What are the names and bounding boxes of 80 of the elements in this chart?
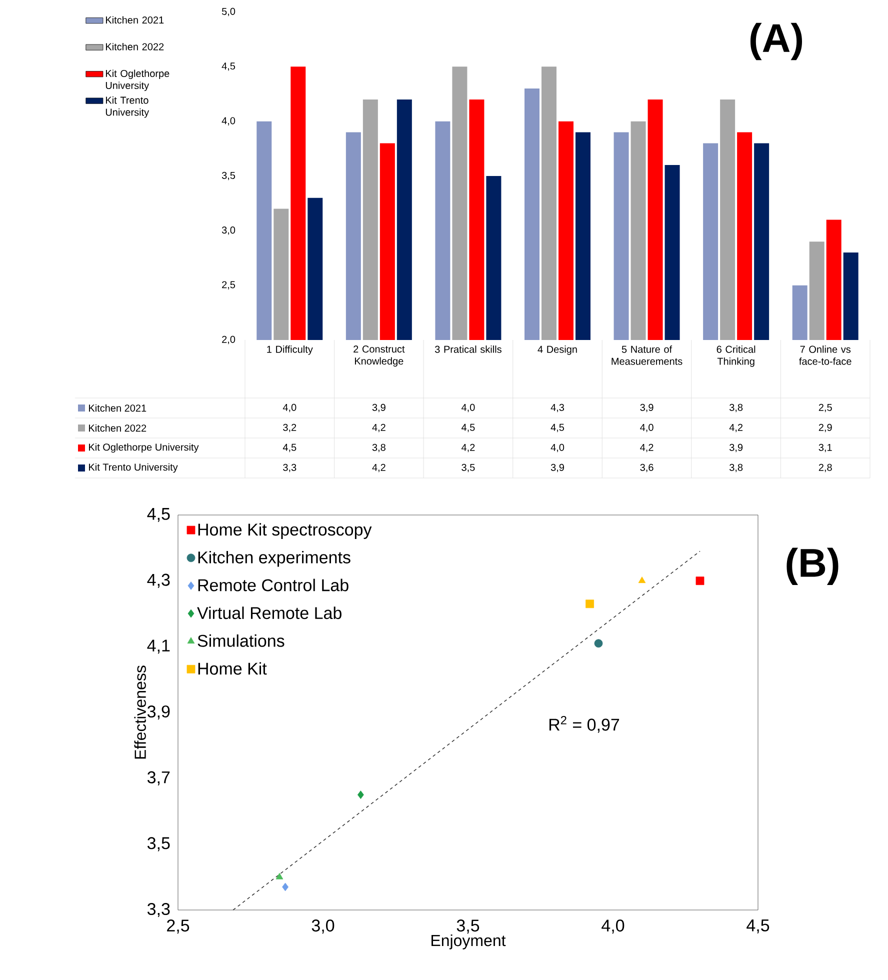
x-tick-label: 4,5: [746, 920, 770, 934]
legend-label: Kit Trento University: [106, 96, 150, 118]
x-tick-label: 1 Difficulty: [267, 346, 313, 355]
data-label: 3,9: [640, 404, 654, 412]
point: [358, 790, 364, 799]
legend-label: Kitchen experiments: [198, 550, 350, 567]
data-label: 3,8: [372, 444, 386, 452]
x-tick-label: 3,0: [312, 920, 334, 934]
text: Kit Oglethorpe University: [89, 443, 199, 453]
data-label: 4,0: [282, 404, 296, 412]
point: [282, 882, 288, 892]
data-label: 3,5: [462, 464, 475, 472]
text: (B): [786, 548, 838, 585]
x-tick-label: 2 Construct Knowledge: [354, 346, 405, 367]
annotation: R$^{2}$ = 0,97: [549, 716, 620, 733]
legend-label: Remote Control Lab: [198, 578, 348, 592]
y-axis-title: Effectiveness: [134, 666, 146, 759]
y-tick-label: 4,0: [222, 117, 236, 126]
point: [594, 639, 603, 648]
x-tick-label: 5 Nature of Measuerements: [612, 346, 682, 365]
data-label: 4,2: [372, 464, 386, 472]
text: Kitchen 2022: [89, 424, 146, 432]
y-tick-label: 5,0: [222, 8, 236, 16]
point: [586, 600, 594, 608]
x-tick-label: 3 Pratical skills: [434, 346, 502, 353]
x-tick-label: 2,5: [167, 920, 190, 934]
data-label: 3,8: [729, 464, 743, 472]
y-tick-label: 4,3: [147, 574, 170, 588]
y-tick-label: 3,3: [147, 902, 170, 918]
data-label: 2,5: [818, 404, 832, 412]
y-tick-label: 4,5: [222, 62, 236, 71]
data-label: 4,0: [640, 424, 654, 432]
data-label: 3,3: [283, 464, 296, 472]
data-label: 4,5: [282, 444, 296, 452]
legend-label: Virtual Remote Lab: [197, 606, 342, 620]
text: Kitchen 2021: [89, 404, 146, 412]
data-label: 3,9: [550, 464, 564, 472]
point: [638, 576, 646, 584]
y-tick-label: 3,5: [222, 172, 236, 180]
data-label: 4,5: [461, 424, 475, 432]
data-label: 4,2: [729, 424, 743, 432]
data-label: 3,6: [640, 464, 654, 472]
y-tick-label: 3,0: [222, 226, 236, 235]
legend-label: Home Kit spectroscopy: [198, 523, 372, 539]
x-tick-label: 3,5: [456, 920, 480, 934]
x-tick-label: 4 Design: [538, 346, 577, 355]
data-label: 3,2: [283, 424, 296, 432]
x-tick-label: 4,0: [602, 920, 624, 934]
legend-label: Home Kit: [198, 662, 267, 675]
y-tick-label: 3,7: [147, 771, 170, 786]
x-tick-label: 7 Online vs face-to-face: [799, 346, 852, 365]
data-label: 2,9: [818, 424, 832, 432]
data-label: 3,8: [729, 404, 743, 412]
data-label: 4,2: [640, 444, 654, 452]
data-label: 4,0: [461, 404, 475, 412]
text: Kit Trento University: [89, 463, 178, 473]
y-tick-label: 3,5: [147, 837, 170, 852]
legend-label: Kitchen 2021: [106, 16, 164, 24]
data-label: 2,8: [818, 464, 832, 472]
y-tick-label: 2,0: [222, 336, 236, 344]
data-label: 4,0: [550, 444, 564, 452]
point: [696, 576, 704, 586]
data-label: 4,2: [372, 424, 386, 432]
chart-title: (A): [750, 22, 802, 60]
data-label: 4,5: [550, 424, 564, 432]
y-tick-label: 2,5: [222, 281, 236, 290]
point: [276, 872, 284, 880]
data-label: 3,9: [729, 444, 743, 452]
x-axis-title: Enjoyment: [432, 934, 506, 950]
legend-label: Kitchen 2022: [106, 42, 164, 50]
y-tick-label: 4,5: [147, 508, 170, 522]
data-label: 3,9: [372, 404, 386, 412]
legend-label: Simulations: [198, 634, 284, 647]
x-tick-label: 6 Critical Thinking: [716, 346, 756, 367]
data-label: 4,2: [461, 444, 475, 452]
y-tick-label: 4,1: [147, 640, 170, 654]
data-label: 4,3: [550, 404, 564, 412]
y-tick-label: 3,9: [147, 705, 170, 720]
data-label: 3,1: [818, 444, 832, 452]
legend-label: Kit Oglethorpe University: [106, 70, 170, 92]
